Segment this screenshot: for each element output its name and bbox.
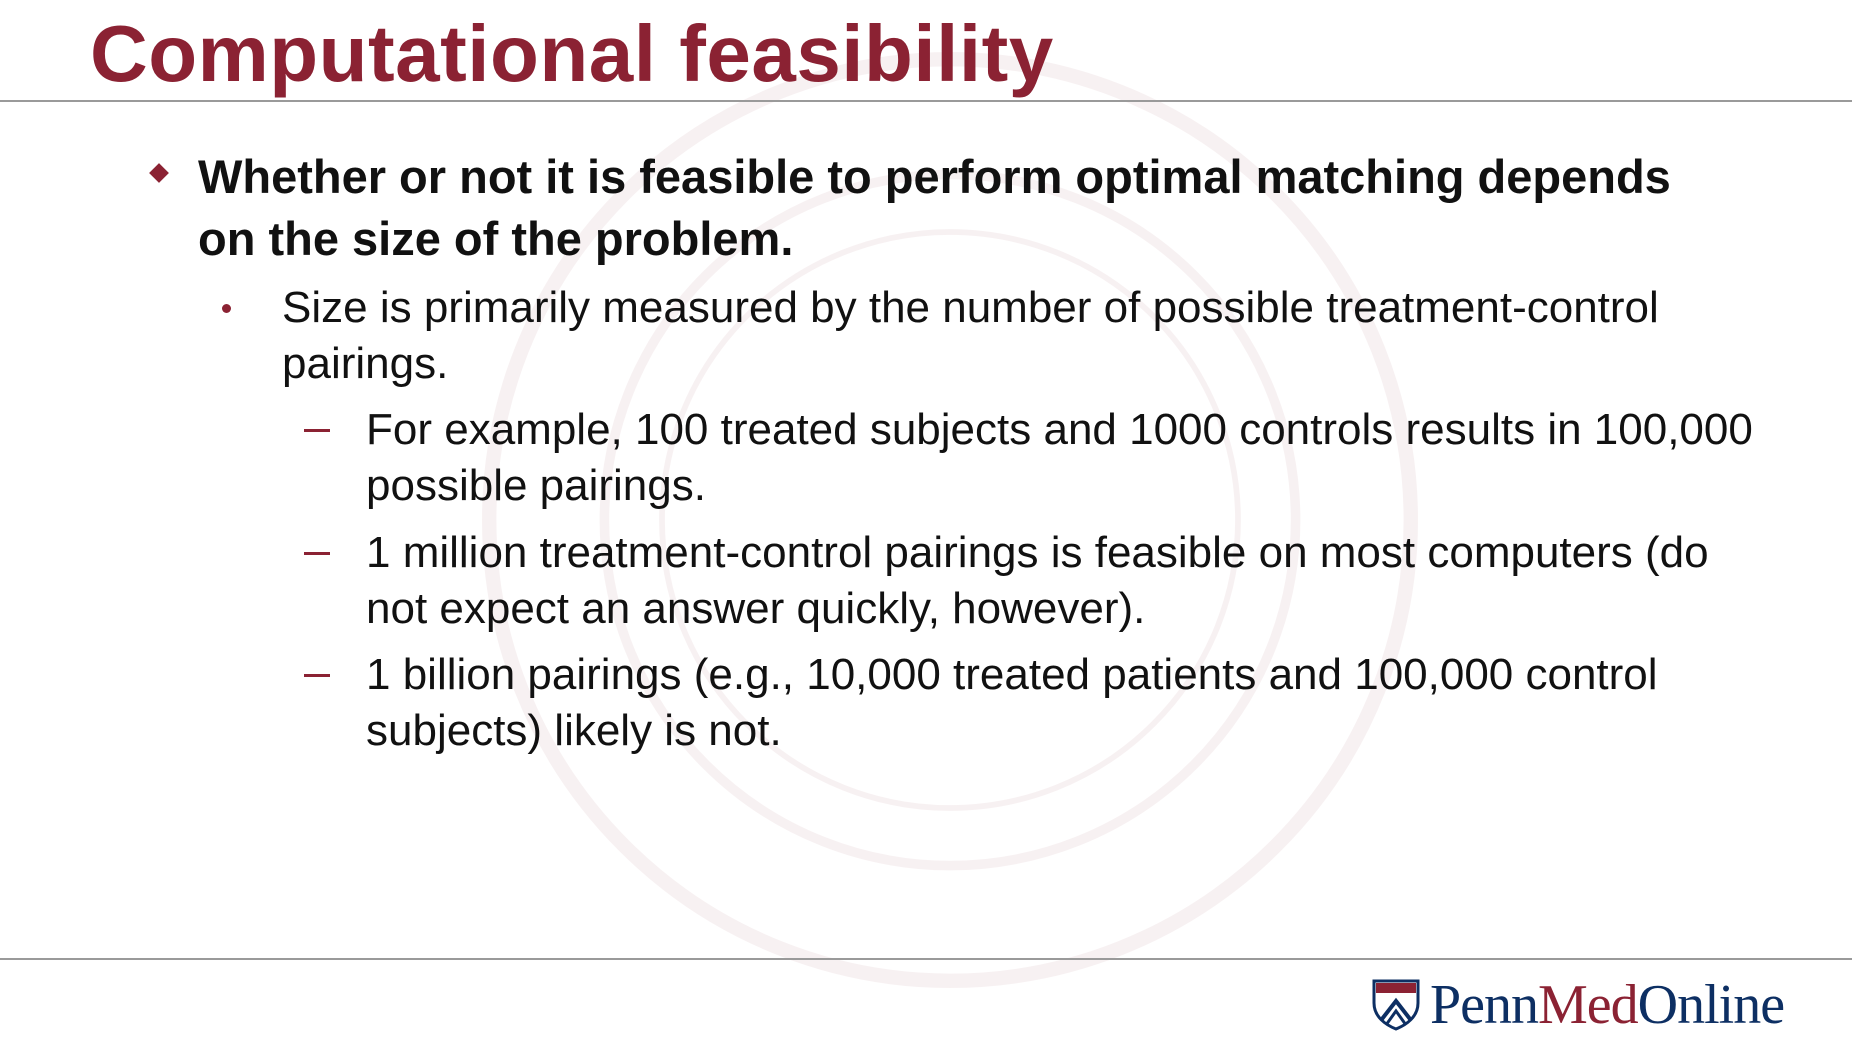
dash-bullet-icon [304, 552, 330, 555]
bullet-level3-text: 1 billion pairings (e.g., 10,000 treated… [366, 650, 1658, 755]
bullet-level2-text: Size is primarily measured by the number… [282, 283, 1659, 388]
pennmedonline-logo: PennMedOnline [1372, 975, 1842, 1035]
dash-bullet-icon [304, 674, 330, 677]
logo-penn: Penn [1430, 974, 1539, 1036]
dot-bullet-icon [222, 304, 231, 313]
bullet-level3-text: For example, 100 treated subjects and 10… [366, 405, 1753, 510]
logo-online: Online [1637, 974, 1785, 1036]
slide-title: Computational feasibility [90, 9, 1054, 98]
university-seal-watermark-icon [482, 52, 1418, 988]
title-divider [0, 100, 1852, 102]
bullet-level1-text: Whether or not it is feasible to perform… [198, 150, 1671, 265]
footer-divider [0, 958, 1852, 960]
logo-wordmark: PennMedOnline [1430, 974, 1785, 1036]
dash-bullet-icon [304, 429, 330, 432]
penn-shield-icon [1372, 979, 1420, 1031]
logo-med: Med [1538, 974, 1639, 1036]
bullet-level3-text: 1 million treatment-control pairings is … [366, 528, 1709, 633]
diamond-bullet-icon [149, 163, 169, 183]
